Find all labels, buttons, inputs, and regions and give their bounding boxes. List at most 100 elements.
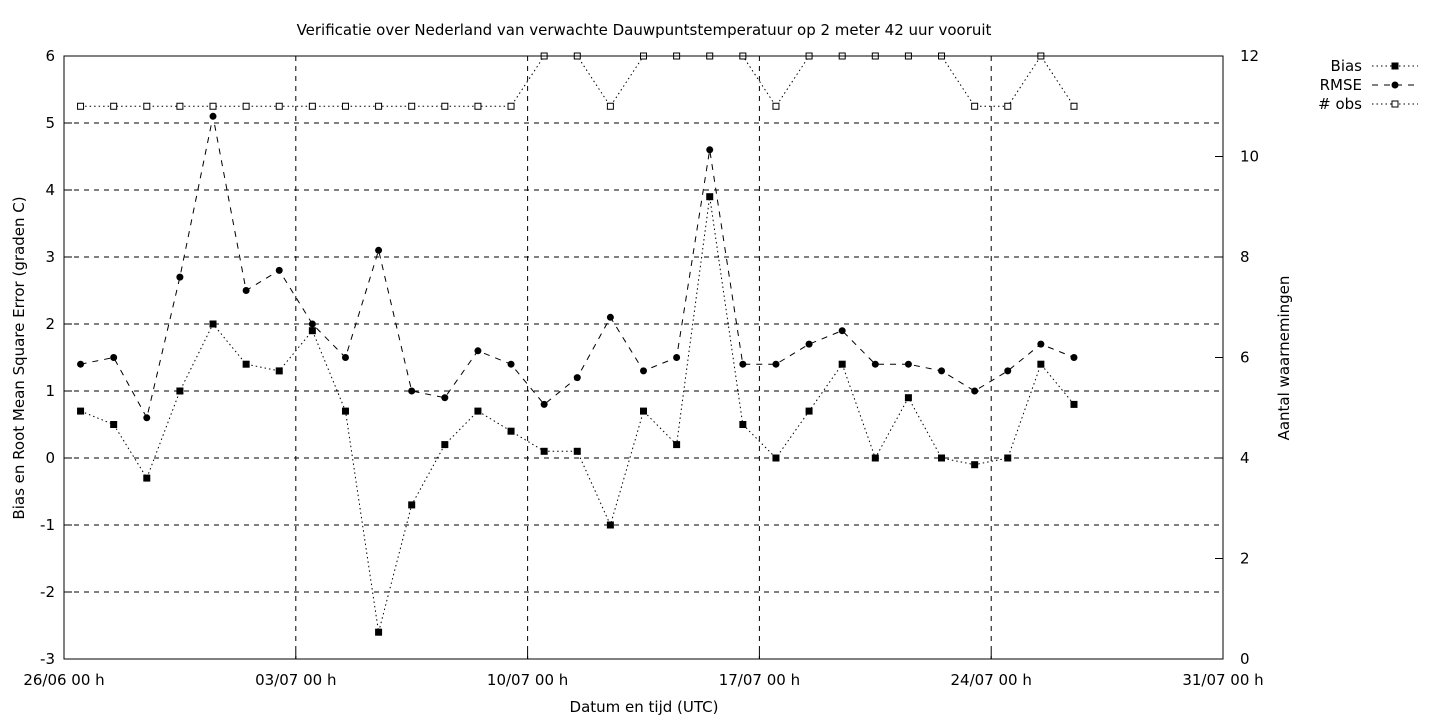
data-point — [275, 102, 283, 110]
data-point — [739, 421, 747, 428]
series-line — [80, 196, 1075, 633]
y-tick-label: 0 — [45, 449, 55, 467]
data-point — [77, 360, 85, 368]
data-point — [1070, 400, 1078, 408]
data-point — [474, 347, 482, 355]
data-point — [341, 407, 349, 415]
data-point — [971, 461, 979, 469]
series-filled-square — [77, 193, 1078, 636]
data-point — [375, 628, 383, 636]
y-axis-label: Bias en Root Mean Square Error (graden C… — [10, 196, 28, 519]
data-point — [772, 454, 780, 462]
data-point — [308, 327, 316, 335]
data-point — [77, 407, 85, 415]
y-tick-label: 1 — [45, 382, 55, 400]
series-line — [80, 55, 1075, 108]
legend-marker — [1391, 100, 1399, 108]
data-point — [341, 102, 349, 110]
data-point — [110, 102, 118, 110]
data-point — [938, 454, 946, 462]
data-point — [275, 367, 283, 375]
data-point — [176, 273, 184, 281]
legend-label: # obs — [1318, 95, 1362, 113]
data-point — [408, 501, 416, 509]
data-point — [640, 407, 647, 415]
plot-frame — [63, 55, 1224, 660]
y2-tick-label: 6 — [1240, 349, 1250, 367]
data-point — [640, 367, 647, 375]
data-point — [805, 340, 813, 348]
data-point — [871, 360, 879, 368]
data-point — [971, 102, 979, 110]
data-point — [474, 407, 482, 415]
data-point — [1070, 102, 1078, 110]
data-point — [1070, 354, 1078, 361]
data-point — [441, 102, 449, 110]
data-point — [441, 441, 449, 449]
data-point — [242, 287, 250, 294]
data-point — [176, 102, 184, 110]
x-tick-label: 31/07 00 h — [1182, 671, 1263, 689]
data-point — [209, 112, 217, 120]
y2-tick-label: 4 — [1240, 449, 1250, 467]
data-point — [606, 521, 614, 529]
data-point — [143, 102, 151, 110]
data-point — [606, 313, 614, 321]
y2-tick-label: 10 — [1240, 148, 1259, 166]
x-axis-label: Datum en tijd (UTC) — [570, 698, 719, 716]
data-point — [573, 374, 581, 382]
data-point — [408, 102, 416, 110]
data-point — [507, 427, 515, 435]
data-point — [341, 354, 349, 361]
y-tick-label: -3 — [40, 650, 55, 668]
series-line — [80, 116, 1075, 420]
data-point — [772, 102, 780, 110]
y-tick-label: 3 — [45, 248, 55, 266]
data-point — [143, 414, 151, 422]
data-point — [474, 102, 482, 110]
series-layer — [77, 52, 1078, 636]
x-tick-label: 10/07 00 h — [487, 671, 568, 689]
data-point — [507, 102, 515, 110]
data-point — [77, 102, 85, 110]
y2-axis-label: Aantal waarnemingen — [1275, 276, 1293, 441]
data-point — [540, 447, 548, 455]
x-tick-label: 26/06 00 h — [23, 671, 104, 689]
y2-tick-label: 12 — [1240, 47, 1259, 65]
legend-marker — [1391, 62, 1399, 70]
y2-tick-label: 8 — [1240, 248, 1250, 266]
data-point — [904, 360, 912, 368]
data-point — [573, 447, 581, 455]
data-point — [1004, 454, 1012, 462]
data-point — [308, 320, 316, 328]
data-point — [209, 320, 217, 328]
chart-title: Verificatie over Nederland van verwachte… — [297, 21, 992, 39]
data-point — [110, 421, 118, 428]
data-point — [871, 454, 879, 462]
data-point — [375, 246, 383, 254]
legend-marker — [1391, 81, 1399, 89]
data-point — [673, 354, 681, 361]
data-point — [408, 387, 416, 395]
data-point — [706, 146, 714, 154]
data-point — [242, 360, 250, 368]
data-point — [1037, 340, 1045, 348]
data-point — [904, 394, 912, 402]
data-point — [176, 387, 184, 395]
data-point — [540, 400, 548, 408]
x-tick-label: 17/07 00 h — [719, 671, 800, 689]
x-tick-label: 03/07 00 h — [255, 671, 336, 689]
data-point — [838, 327, 846, 335]
data-point — [772, 360, 780, 368]
grid-lines — [64, 56, 1223, 659]
data-point — [739, 360, 747, 368]
data-point — [275, 266, 283, 274]
y-tick-label: 5 — [45, 114, 55, 132]
y2-tick-label: 0 — [1240, 650, 1250, 668]
data-point — [507, 360, 515, 368]
y-tick-label: -1 — [40, 516, 55, 534]
data-point — [375, 102, 383, 110]
